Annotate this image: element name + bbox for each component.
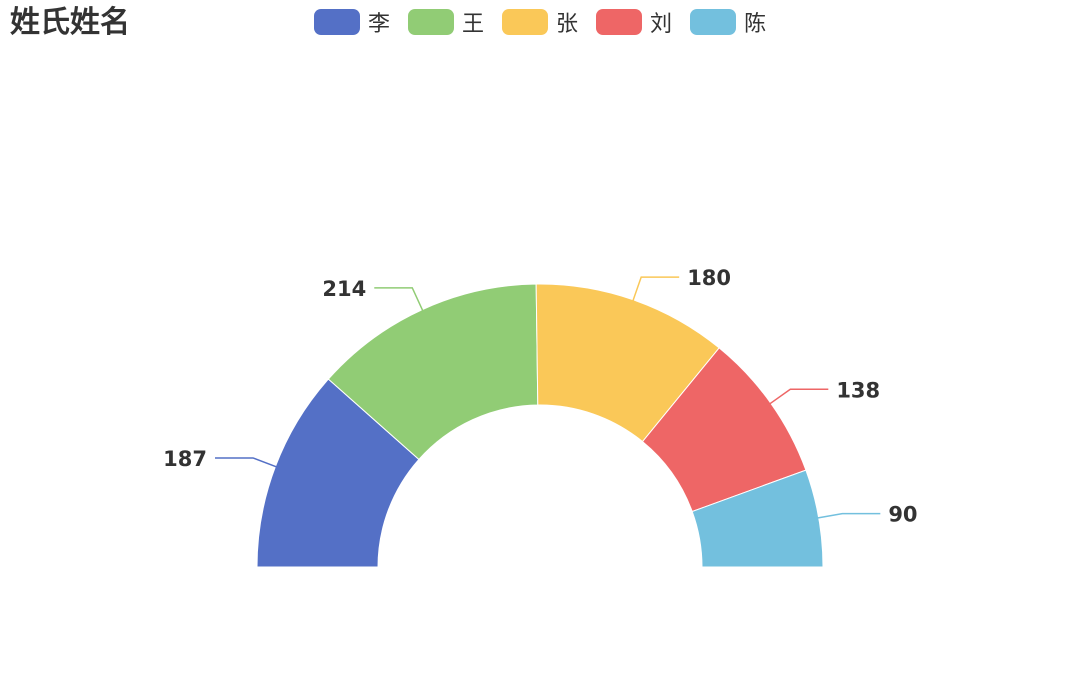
data-label-2: 180	[687, 266, 731, 290]
leader-line-3	[768, 388, 829, 405]
leader-line-4	[816, 512, 881, 519]
leader-line-1	[374, 287, 424, 312]
legend-swatch	[690, 9, 737, 35]
legend: 李王张刘陈	[314, 6, 784, 38]
data-labels-group: 187 214 180 138 90	[163, 266, 917, 526]
data-label-1: 214	[322, 277, 366, 301]
data-label-0: 187	[163, 447, 207, 471]
legend-swatch	[408, 9, 455, 35]
legend-swatch	[502, 9, 549, 35]
legend-label: 张	[556, 12, 579, 37]
data-label-4: 90	[888, 503, 917, 527]
legend-label: 李	[368, 12, 391, 37]
legend-item-3[interactable]: 刘	[596, 6, 672, 38]
legend-swatch	[596, 9, 643, 35]
legend-label: 陈	[744, 12, 767, 37]
leader-line-2	[631, 276, 680, 302]
chart-title: 姓氏姓名	[10, 5, 130, 40]
legend-label: 刘	[650, 12, 673, 37]
legend-item-2[interactable]: 张	[502, 6, 578, 38]
legend-item-0[interactable]: 李	[314, 6, 390, 38]
leader-lines-group	[215, 276, 881, 519]
data-label-3: 138	[836, 378, 880, 402]
leader-line-0	[215, 457, 278, 468]
slices-group	[256, 283, 824, 568]
legend-item-1[interactable]: 王	[408, 6, 484, 38]
legend-item-4[interactable]: 陈	[690, 6, 766, 38]
legend-label: 王	[462, 12, 485, 37]
legend-swatch	[314, 9, 360, 35]
slice-4[interactable]	[691, 469, 824, 568]
